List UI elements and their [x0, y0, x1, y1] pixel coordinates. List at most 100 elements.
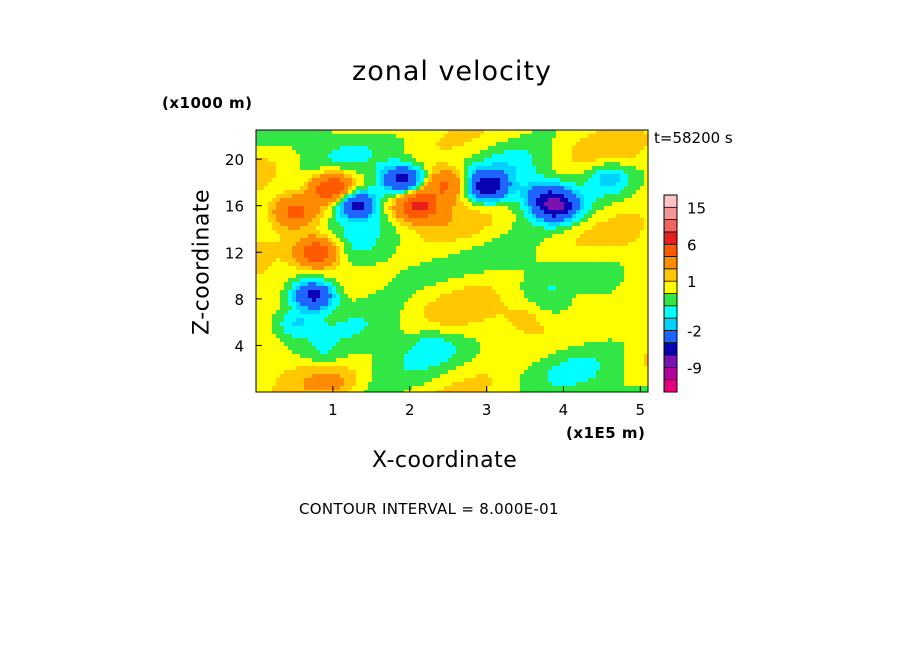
field-cell	[480, 214, 485, 219]
field-cell	[336, 166, 341, 171]
field-cell	[588, 274, 593, 279]
field-cell	[260, 230, 265, 235]
field-cell	[384, 234, 389, 239]
field-cell	[332, 202, 337, 207]
field-cell	[292, 298, 297, 303]
field-cell	[312, 170, 317, 175]
field-cell	[328, 174, 333, 179]
field-cell	[604, 302, 609, 307]
field-cell	[640, 274, 645, 279]
field-cell	[560, 258, 565, 263]
field-cell	[272, 166, 277, 171]
field-cell	[436, 154, 441, 159]
field-cell	[480, 270, 485, 275]
field-cell	[520, 266, 525, 271]
field-cell	[268, 194, 273, 199]
field-cell	[396, 274, 401, 279]
field-cell	[380, 290, 385, 295]
field-cell	[348, 146, 353, 151]
field-cell	[524, 278, 529, 283]
field-cell	[592, 210, 597, 215]
field-cell	[408, 330, 413, 335]
field-cell	[476, 138, 481, 143]
field-cell	[540, 214, 545, 219]
field-cell	[276, 282, 281, 287]
field-cell	[612, 146, 617, 151]
field-cell	[452, 134, 457, 139]
field-cell	[628, 206, 633, 211]
field-cell	[604, 150, 609, 155]
field-cell	[328, 290, 333, 295]
field-cell	[472, 178, 477, 183]
field-cell	[280, 154, 285, 159]
field-cell	[440, 162, 445, 167]
field-cell	[608, 170, 613, 175]
field-cell	[572, 250, 577, 255]
field-cell	[452, 294, 457, 299]
field-cell	[264, 130, 269, 135]
field-cell	[544, 254, 549, 259]
field-cell	[500, 174, 505, 179]
field-cell	[540, 210, 545, 215]
field-cell	[260, 234, 265, 239]
field-cell	[308, 218, 313, 223]
field-cell	[260, 170, 265, 175]
field-cell	[608, 194, 613, 199]
field-cell	[580, 266, 585, 271]
field-cell	[488, 298, 493, 303]
field-cell	[572, 322, 577, 327]
field-cell	[524, 294, 529, 299]
field-cell	[380, 202, 385, 207]
field-cell	[284, 242, 289, 247]
field-cell	[548, 298, 553, 303]
field-cell	[616, 266, 621, 271]
field-cell	[304, 234, 309, 239]
field-cell	[620, 238, 625, 243]
field-cell	[380, 166, 385, 171]
field-cell	[256, 242, 261, 247]
field-cell	[536, 194, 541, 199]
field-cell	[424, 282, 429, 287]
field-cell	[644, 226, 648, 231]
field-cell	[576, 154, 581, 159]
field-cell	[260, 222, 265, 227]
field-cell	[560, 266, 565, 271]
field-cell	[632, 214, 637, 219]
field-cell	[628, 278, 633, 283]
field-cell	[568, 206, 573, 211]
field-cell	[640, 238, 645, 243]
field-cell	[472, 302, 477, 307]
field-cell	[484, 166, 489, 171]
field-cell	[348, 330, 353, 335]
field-cell	[524, 150, 529, 155]
field-cell	[624, 326, 629, 331]
field-cell	[588, 310, 593, 315]
field-cell	[584, 218, 589, 223]
field-cell	[536, 226, 541, 231]
field-cell	[268, 262, 273, 267]
field-cell	[448, 318, 453, 323]
field-cell	[408, 290, 413, 295]
field-cell	[560, 302, 565, 307]
field-cell	[636, 282, 641, 287]
field-cell	[512, 190, 517, 195]
field-cell	[468, 130, 473, 135]
field-cell	[428, 130, 433, 135]
field-cell	[308, 214, 313, 219]
field-cell	[528, 226, 533, 231]
field-cell	[256, 146, 261, 151]
field-cell	[264, 330, 269, 335]
field-cell	[556, 326, 561, 331]
field-cell	[280, 238, 285, 243]
field-cell	[340, 298, 345, 303]
field-cell	[568, 162, 573, 167]
field-cell	[556, 182, 561, 187]
field-cell	[540, 322, 545, 327]
field-cell	[332, 302, 337, 307]
field-cell	[628, 142, 633, 147]
field-cell	[416, 198, 421, 203]
field-cell	[284, 262, 289, 267]
field-cell	[312, 270, 317, 275]
field-cell	[328, 142, 333, 147]
field-cell	[524, 218, 529, 223]
